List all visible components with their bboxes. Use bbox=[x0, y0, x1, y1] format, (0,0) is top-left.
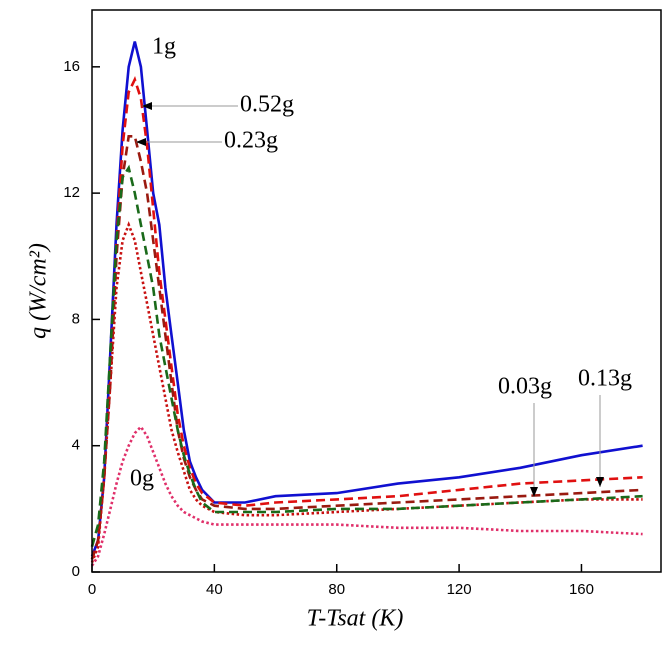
x-tick-label: 80 bbox=[328, 581, 345, 598]
series-label: 0g bbox=[130, 466, 154, 492]
series-line bbox=[90, 76, 643, 560]
x-tick-label: 160 bbox=[569, 581, 594, 598]
x-axis-label: T-Tsat (K) bbox=[307, 606, 404, 632]
x-tick-label: 120 bbox=[447, 581, 472, 598]
y-axis-label: q (W/cm²) bbox=[26, 243, 52, 339]
annotation-arrow bbox=[142, 102, 152, 110]
series-label: 0.03g bbox=[498, 374, 552, 400]
y-tick-label: 0 bbox=[72, 563, 80, 580]
series-line bbox=[90, 135, 643, 560]
series-label: 0.13g bbox=[578, 366, 632, 392]
y-tick-label: 8 bbox=[72, 310, 80, 327]
series-label: 0.52g bbox=[240, 92, 294, 118]
series-label: 0.23g bbox=[224, 128, 278, 154]
x-tick-label: 40 bbox=[206, 581, 223, 598]
annotation-arrow bbox=[530, 487, 538, 497]
series-line bbox=[90, 424, 643, 567]
y-tick-label: 16 bbox=[63, 58, 80, 75]
series-line bbox=[90, 221, 643, 563]
series-line bbox=[90, 41, 643, 557]
x-tick-label: 0 bbox=[88, 581, 96, 598]
plot-frame bbox=[91, 9, 662, 573]
series-label: 1g bbox=[152, 34, 176, 60]
annotation-arrow bbox=[596, 477, 604, 487]
y-tick-label: 12 bbox=[63, 184, 80, 201]
annotation-arrow bbox=[136, 138, 146, 146]
series-line bbox=[90, 164, 643, 548]
y-tick-label: 4 bbox=[72, 437, 80, 454]
